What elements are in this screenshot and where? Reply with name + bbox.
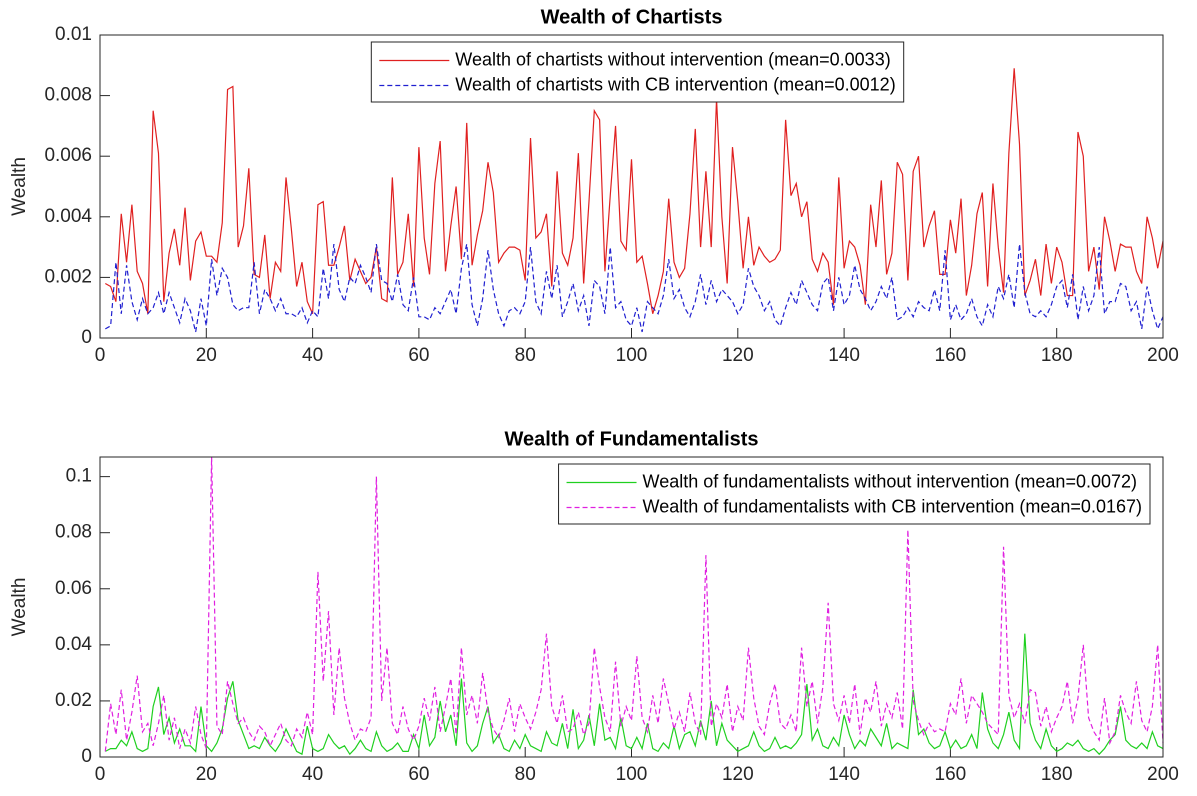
x-tick-label: 100 — [616, 764, 648, 785]
legend: Wealth of fundamentalists without interv… — [558, 463, 1151, 525]
axes: Wealth of Fundamentalists Wealth 0 20 40 60 80… — [9, 428, 1179, 785]
legend: Wealth of chartists without intervention… — [370, 41, 905, 103]
x-tick-label: 200 — [1147, 345, 1179, 366]
x-tick-label: 80 — [515, 345, 536, 366]
y-axis-label: Wealth — [9, 157, 30, 216]
x-tick-label: 180 — [1041, 764, 1073, 785]
y-tick-label: 0.01 — [55, 24, 92, 45]
y-tick-label: 0 — [81, 746, 92, 767]
x-tick-label: 160 — [935, 764, 967, 785]
y-tick-label: 0.04 — [55, 634, 92, 655]
x-tick-label: 80 — [515, 764, 536, 785]
legend-label: Wealth of fundamentalists with CB interv… — [643, 496, 1142, 516]
y-tick-label: 0.02 — [55, 690, 92, 711]
x-tick-label: 100 — [616, 345, 648, 366]
axes-frame — [99, 34, 1164, 339]
y-tick-label: 0.006 — [44, 145, 92, 166]
x-tick-label: 20 — [196, 764, 217, 785]
x-tick-label: 160 — [935, 345, 967, 366]
series-line — [105, 633, 1164, 756]
y-tick-label: 0.1 — [66, 466, 92, 487]
chart-title: Wealth of Chartists — [541, 6, 723, 28]
y-axis-label: Wealth — [9, 578, 30, 637]
legend-box — [558, 463, 1151, 525]
x-tick-label: 40 — [302, 764, 323, 785]
series-line — [104, 456, 1164, 752]
x-tick-label: 0 — [95, 345, 106, 366]
y-tick-label: 0.08 — [55, 522, 92, 543]
y-tick-label: 0 — [81, 327, 92, 348]
legend-box — [370, 41, 905, 103]
y-tick-label: 0.06 — [55, 578, 92, 599]
legend-label: Wealth of fundamentalists without interv… — [643, 471, 1137, 491]
y-tick-label: 0.002 — [44, 266, 92, 287]
x-tick-label: 40 — [302, 345, 323, 366]
legend-label: Wealth of chartists with CB intervention… — [455, 74, 895, 94]
legend-label: Wealth of chartists without intervention… — [455, 49, 890, 69]
x-tick-label: 20 — [196, 345, 217, 366]
series-line — [105, 68, 1164, 315]
x-tick-label: 0 — [95, 764, 106, 785]
x-tick-label: 60 — [408, 764, 429, 785]
x-tick-label: 120 — [722, 345, 754, 366]
x-tick-label: 180 — [1041, 345, 1073, 366]
y-tick-label: 0.008 — [44, 85, 92, 106]
x-tick-label: 60 — [408, 345, 429, 366]
axes: Wealth of Chartists Wealth 0 20 40 60 80 100 120… — [9, 6, 1179, 366]
series-line — [105, 243, 1164, 333]
x-tick-label: 120 — [722, 764, 754, 785]
x-tick-label: 140 — [828, 764, 860, 785]
axes-frame — [99, 456, 1164, 758]
chart-title: Wealth of Fundamentalists — [504, 428, 758, 450]
y-tick-label: 0.004 — [44, 206, 92, 227]
x-tick-label: 200 — [1147, 764, 1179, 785]
x-tick-label: 140 — [828, 345, 860, 366]
